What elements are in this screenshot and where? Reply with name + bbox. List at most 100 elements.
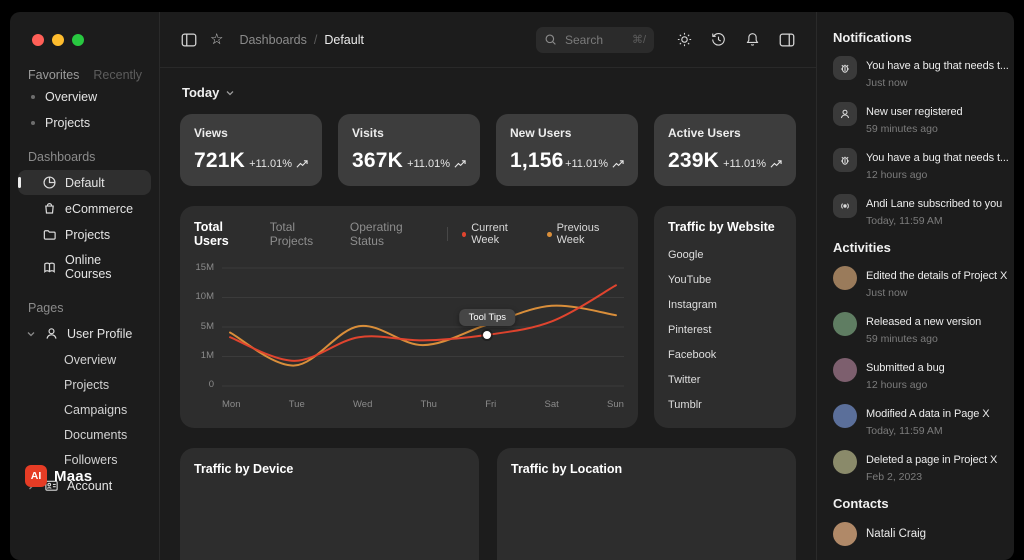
- legend-dot-previous: [547, 231, 552, 237]
- card-title: Traffic by Website: [668, 220, 775, 234]
- tab-total-users[interactable]: Total Users: [194, 220, 229, 248]
- notification-time: Today, 11:59 AM: [866, 215, 943, 227]
- site-label: Facebook: [668, 348, 717, 361]
- sidebar-subitem-followers[interactable]: Followers: [64, 452, 118, 467]
- sidebar-item-projects-dash[interactable]: Projects: [18, 222, 151, 247]
- user-icon: [44, 326, 59, 341]
- bug-icon: [833, 56, 857, 80]
- search-box[interactable]: ⌘/: [536, 26, 654, 53]
- logo-badge: AI: [25, 465, 47, 487]
- y-axis-labels: 15M 10M 5M 1M 0: [195, 262, 214, 390]
- site-row-pinterest: Pinterest: [668, 317, 782, 342]
- history-icon[interactable]: [710, 31, 727, 48]
- site-label: Instagram: [668, 298, 717, 311]
- search-icon: [544, 33, 557, 46]
- notification-item[interactable]: Andi Lane subscribed to you Today, 11:59 …: [833, 194, 1002, 227]
- period-selector[interactable]: Today: [182, 85, 796, 100]
- id-card-icon: [44, 478, 59, 493]
- trend-up-icon: [454, 159, 466, 169]
- chevron-down-icon: [26, 329, 36, 339]
- sidebar-subitem-overview[interactable]: Overview: [64, 352, 117, 367]
- notification-title: New user registered: [866, 106, 963, 118]
- notification-item[interactable]: You have a bug that needs t... Just now: [833, 56, 1009, 89]
- zoom-button[interactable]: [72, 34, 84, 46]
- sidebar-item-label: Overview: [45, 90, 98, 104]
- chart-tabs: Total Users Total Projects Operating Sta…: [194, 220, 624, 248]
- notification-time: 59 minutes ago: [866, 123, 938, 135]
- theme-sun-icon[interactable]: [676, 31, 693, 48]
- avatar: [833, 358, 857, 382]
- sidebar-item-online-courses[interactable]: Online Courses: [18, 248, 151, 286]
- stat-card-active-users: Active Users 239K +11.01%: [654, 114, 796, 186]
- app-window: Favorites Recently Overview Projects Das…: [10, 12, 1014, 560]
- window-controls: [10, 12, 159, 46]
- notifications-title: Notifications: [833, 30, 912, 45]
- sidebar-item-overview[interactable]: Overview: [10, 84, 159, 110]
- sidebar-toggle-icon[interactable]: [180, 31, 198, 49]
- sidebar-item-user-profile[interactable]: User Profile: [18, 321, 151, 346]
- sidebar-item-ecommerce[interactable]: eCommerce: [18, 196, 151, 221]
- total-users-chart-card: Total Users Total Projects Operating Sta…: [180, 206, 638, 428]
- stat-delta: +11.01%: [723, 158, 782, 173]
- avatar: [833, 404, 857, 428]
- sidebar-item-projects[interactable]: Projects: [10, 110, 159, 136]
- notification-title: You have a bug that needs t...: [866, 60, 1009, 72]
- site-label: Twitter: [668, 373, 701, 386]
- tab-favorites[interactable]: Favorites: [28, 68, 80, 82]
- legend-label: Previous Week: [556, 222, 600, 246]
- sidebar-subitem-campaigns[interactable]: Campaigns: [64, 402, 128, 417]
- divider: [446, 227, 448, 241]
- activity-time: 59 minutes ago: [866, 333, 938, 345]
- line-chart-plot: Tool Tips: [222, 262, 624, 390]
- sidebar-item-account[interactable]: Account: [18, 473, 151, 498]
- panel-right-icon[interactable]: [778, 31, 796, 49]
- tab-total-projects[interactable]: Total Projects: [269, 220, 314, 248]
- site-label: Pinterest: [668, 323, 712, 336]
- activity-item: Modified A data in Page X Today, 11:59 AM: [833, 404, 998, 437]
- activity-time: Just now: [866, 287, 908, 299]
- breadcrumb-separator: /: [313, 32, 318, 47]
- site-label: Google: [668, 248, 704, 261]
- breadcrumb: Dashboards / Default: [239, 33, 364, 47]
- notification-title: You have a bug that needs t...: [866, 152, 1009, 164]
- breadcrumb-section[interactable]: Dashboards: [239, 32, 307, 47]
- notification-item[interactable]: You have a bug that needs t... 12 hours a…: [833, 148, 1009, 181]
- close-button[interactable]: [32, 34, 44, 46]
- trend-up-icon: [612, 159, 624, 169]
- activity-time: Feb 2, 2023: [866, 471, 923, 483]
- site-row-youtube: YouTube: [668, 267, 782, 292]
- book-icon: [42, 260, 57, 275]
- activity-item: Submitted a bug 12 hours ago: [833, 358, 998, 391]
- stat-label: Active Users: [668, 126, 741, 140]
- activity-title: Modified A data in Page X: [866, 408, 990, 420]
- topbar: ☆ Dashboards / Default ⌘/: [160, 12, 816, 68]
- active-indicator: [18, 177, 21, 188]
- sidebar-item-label: Projects: [45, 116, 91, 130]
- minimize-button[interactable]: [52, 34, 64, 46]
- avatar: [833, 266, 857, 290]
- tab-operating-status[interactable]: Operating Status: [349, 220, 403, 248]
- bullet-icon: [31, 95, 35, 99]
- tab-recently[interactable]: Recently: [93, 68, 143, 82]
- star-icon[interactable]: ☆: [210, 31, 224, 48]
- sidebar-item-label: Projects: [65, 227, 111, 242]
- legend-current-week: Current Week: [461, 222, 533, 246]
- sidebar-item-label: Default: [65, 175, 105, 190]
- sidebar: Favorites Recently Overview Projects Das…: [10, 12, 160, 560]
- contact-item[interactable]: Natali Craig: [833, 522, 998, 546]
- notification-item[interactable]: New user registered 59 minutes ago: [833, 102, 998, 135]
- sidebar-item-default[interactable]: Default: [18, 170, 151, 195]
- sidebar-subitem-projects[interactable]: Projects: [64, 377, 110, 392]
- stat-delta: +11.01%: [407, 158, 466, 173]
- bell-icon[interactable]: [744, 31, 761, 48]
- sidebar-tabs: Favorites Recently: [10, 46, 159, 84]
- stat-label: Views: [194, 126, 228, 140]
- sidebar-item-label: User Profile: [67, 326, 133, 341]
- sidebar-item-label: Online Courses: [65, 253, 112, 281]
- sidebar-subitem-documents[interactable]: Documents: [64, 427, 128, 442]
- activity-item: Deleted a page in Project X Feb 2, 2023: [833, 450, 998, 483]
- right-panel: Notifications You have a bug that needs …: [816, 12, 1014, 560]
- chart-tooltip: Tool Tips: [459, 308, 516, 326]
- stat-card-views: Views 721K +11.01%: [180, 114, 322, 186]
- search-input[interactable]: [563, 31, 626, 48]
